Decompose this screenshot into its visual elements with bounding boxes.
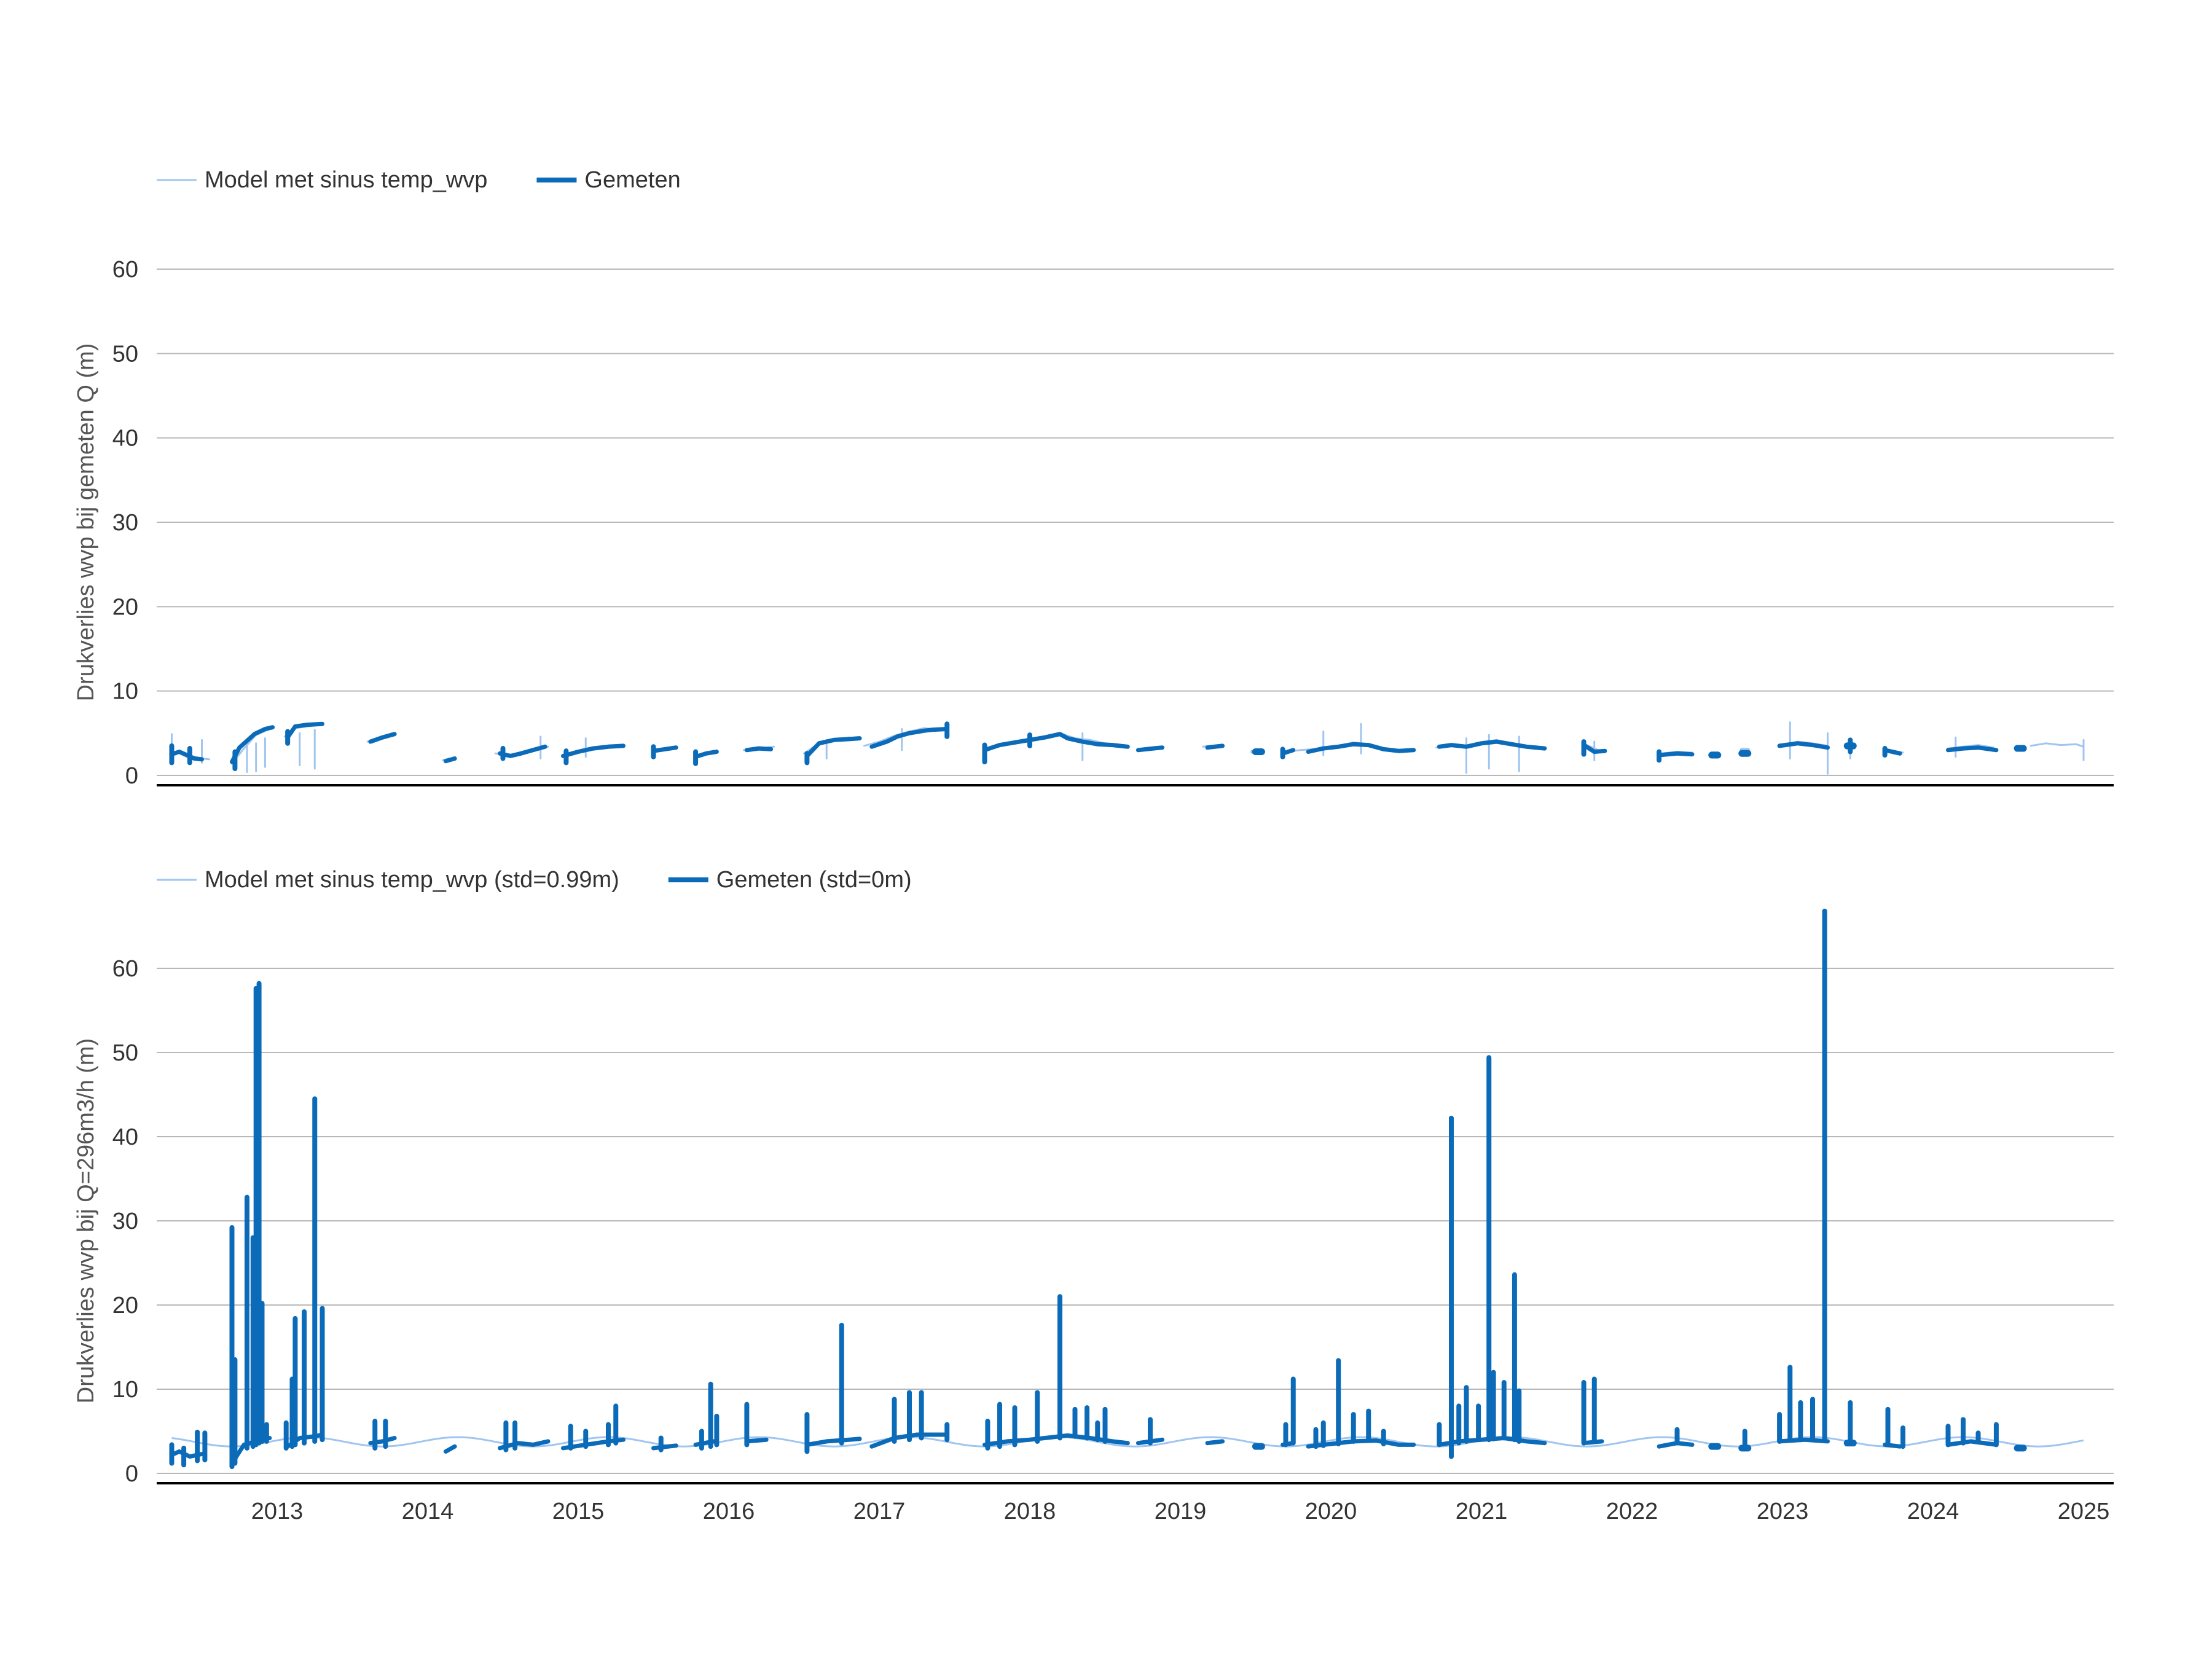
series-segment [498,744,547,758]
legend-item-1: Model met sinus temp_wvp (std=0.99m) [157,867,619,893]
y-tick-label: 0 [125,763,138,789]
y-tick-label: 30 [112,510,138,536]
y-axis-title: Drukverlies wvp bij gemeten Q (m) [73,343,99,702]
x-tick-label: 2023 [1757,1499,1809,1524]
series-segment [1657,751,1695,758]
series-segment [561,743,626,758]
x-tick-label: 2022 [1606,1499,1658,1524]
legend-label: Gemeten (std=0m) [716,867,912,893]
x-tick-label: 2021 [1456,1499,1508,1524]
x-tick-label: 2020 [1305,1499,1357,1524]
y-tick-label: 20 [112,1293,138,1319]
chart-panel-2: 0 10 20 30 40 50 60 Drukverlies wvp bij Q=296m3… [73,867,2114,1524]
y-tick-label: 20 [112,594,138,620]
y-tick-label: 40 [112,426,138,452]
chart-panel-1: 0 10 20 30 40 50 60 Drukverlies wvp bij gemeten… [73,167,2114,789]
y-tick-label: 30 [112,1209,138,1234]
series-segment [804,1437,862,1447]
y-axis-title: Drukverlies wvp bij Q=296m3/h (m) [73,1038,99,1403]
legend: Model met sinus temp_wvp Gemeten [157,167,681,193]
series-2 [169,908,2027,1470]
y-tick-label: 10 [112,679,138,705]
series-segment [230,725,275,764]
y-tick-label: 40 [112,1124,138,1150]
x-tick-label: 2017 [853,1499,906,1524]
series-segment [443,756,457,764]
x-tick-label: 2024 [1907,1499,1959,1524]
legend-item-2: Gemeten [536,167,681,193]
series-segment [368,732,397,744]
series-segment [443,1444,457,1454]
series-segment [804,736,862,758]
y-tick-label: 50 [112,341,138,367]
series-segment [869,1432,949,1449]
series-segment [1777,1437,1830,1444]
series-segment [1205,1439,1225,1446]
series-segment [982,732,1130,753]
series-segment [869,727,949,749]
series-segment [1883,748,1902,756]
x-tick-label: 2014 [402,1499,454,1524]
legend-label: Gemeten [584,167,680,193]
legend-label: Model met sinus temp_wvp (std=0.99m) [205,867,619,893]
series-segment [1306,1438,1416,1449]
legend-item-2: Gemeten (std=0m) [668,867,912,893]
series-segment [1135,745,1165,753]
y-tick-label: 60 [112,956,138,982]
series-segment [498,1439,551,1451]
series-segment [1205,743,1225,750]
y-tick-label: 10 [112,1377,138,1403]
x-tick-label: 2016 [703,1499,755,1524]
series-line [171,1436,2084,1448]
legend: Model met sinus temp_wvp (std=0.99m) Geme… [157,867,912,893]
x-tick-label: 2018 [1004,1499,1056,1524]
y-tick-label: 50 [112,1040,138,1066]
x-tick-label: 2013 [251,1499,304,1524]
series-segment [1946,1439,1999,1447]
series-segment [1582,743,1607,754]
series-segment [285,721,324,740]
series-segment [1777,741,1830,750]
legend-label: Model met sinus temp_wvp [205,167,487,193]
series-1 [171,1436,2084,1448]
series-2 [169,721,2027,772]
series-segment [744,1437,769,1444]
series-segment [1437,739,1547,751]
series-segment [1946,745,1999,753]
series-segment [170,750,204,762]
y-tick-label: 60 [112,257,138,283]
x-tick-label: 2025 [2058,1499,2110,1524]
x-tick-label: 2015 [552,1499,605,1524]
series-segment [2030,742,2085,748]
series-segment [1306,742,1416,754]
y-tick-label: 0 [125,1461,138,1487]
series-segment [744,746,774,753]
legend-item-1: Model met sinus temp_wvp [157,167,487,193]
series-segment [651,1443,678,1451]
series-segment [651,745,678,753]
series-segment [693,750,719,759]
x-tick-label: 2019 [1155,1499,1207,1524]
